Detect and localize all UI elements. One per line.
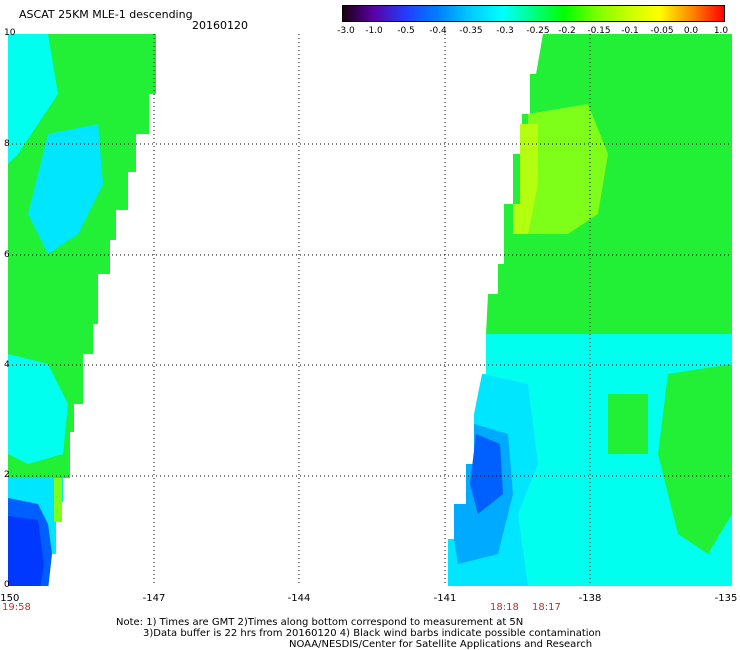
pass-time-left: 19:58: [2, 602, 31, 613]
right-swath: [448, 34, 732, 586]
colorbar-label: -0.3: [496, 26, 514, 36]
left-swath-aqua-low: [8, 354, 68, 464]
colorbar-label: -0.1: [621, 26, 639, 36]
pass-time-right-2: 18:17: [532, 602, 561, 613]
footnote-line-1: Note: 1) Times are GMT 2)Times along bot…: [116, 617, 524, 628]
x-tick: -138: [578, 593, 602, 604]
right-swath-deep: [470, 434, 503, 514]
right-swath-green-patch2: [608, 394, 648, 454]
x-tick: -144: [287, 593, 311, 604]
x-tick: -150: [0, 593, 20, 604]
y-tick: 2: [4, 470, 10, 480]
footnote-credit: NOAA/NESDIS/Center for Satellite Applica…: [289, 639, 593, 650]
colorbar-label: -1.0: [365, 26, 383, 36]
x-tick: -147: [142, 593, 166, 604]
right-swath-green: [486, 34, 732, 334]
y-tick: 0: [4, 580, 10, 590]
left-swath: [8, 34, 156, 586]
y-tick: 6: [4, 250, 10, 260]
colorbar-label: -0.15: [587, 26, 611, 36]
map-date: 20160120: [192, 19, 248, 32]
left-swath-aqua: [8, 34, 58, 164]
colorbar: [342, 5, 725, 22]
colorbar-label: -0.05: [650, 26, 674, 36]
right-swath-light: [528, 104, 608, 234]
map-title: ASCAT 25KM MLE-1 descending: [19, 8, 193, 21]
x-tick: -135: [714, 593, 738, 604]
right-swath-green-patch: [658, 364, 732, 554]
map-plot-area: [8, 34, 732, 586]
left-swath-deep: [8, 516, 44, 586]
colorbar-label: -0.2: [558, 26, 576, 36]
y-tick: 8: [4, 139, 10, 149]
y-tick: 10: [4, 28, 16, 38]
right-swath-yellow: [513, 124, 538, 234]
colorbar-label: -0.25: [526, 26, 550, 36]
y-tick: 4: [4, 360, 10, 370]
colorbar-label: 0.0: [683, 26, 699, 36]
grid-lines: [8, 34, 732, 586]
footnote-line-2: 3)Data buffer is 22 hrs from 20160120 4)…: [143, 628, 601, 639]
map-svg: [8, 34, 732, 586]
colorbar-label: 1.0: [713, 26, 729, 36]
pass-time-right-1: 18:18: [490, 602, 519, 613]
x-tick: -141: [433, 593, 457, 604]
left-swath-yellowish: [54, 478, 62, 522]
colorbar-label: -0.5: [397, 26, 415, 36]
left-swath-aqua-mid: [28, 124, 103, 254]
colorbar-label: -3.0: [337, 26, 355, 36]
colorbar-label: -0.35: [459, 26, 483, 36]
colorbar-label: -0.4: [429, 26, 447, 36]
